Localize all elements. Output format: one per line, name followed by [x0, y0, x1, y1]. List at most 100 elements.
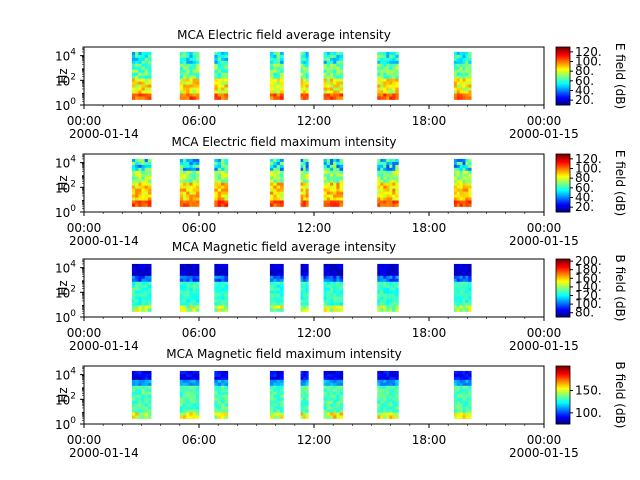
heatmap-cell	[389, 373, 393, 378]
heatmap-cell	[456, 290, 461, 295]
heatmap-cell	[305, 84, 309, 88]
heatmap-cell	[392, 409, 396, 413]
colorbar-swatch	[556, 63, 570, 65]
heatmap-cell	[192, 60, 197, 65]
heatmap-cell	[380, 66, 384, 71]
heatmap-cell	[389, 161, 393, 166]
heatmap-cell	[195, 158, 200, 163]
heatmap-cell	[192, 296, 197, 300]
heatmap-cell	[138, 269, 142, 274]
heatmap-cell	[135, 382, 139, 387]
heatmap-cell	[329, 373, 334, 378]
heatmap-cell	[179, 84, 184, 88]
heatmap-cell	[131, 308, 136, 312]
heatmap-cell	[392, 376, 396, 381]
colorbar-swatch	[556, 203, 570, 205]
colorbar-swatch	[556, 394, 570, 396]
heatmap-cell	[459, 87, 463, 91]
heatmap-cell	[221, 272, 225, 277]
heatmap-cell	[141, 54, 146, 59]
heatmap-cell	[192, 284, 197, 289]
heatmap-cell	[377, 54, 381, 59]
heatmap-cell	[377, 164, 381, 169]
heatmap-cell	[189, 173, 194, 178]
colorbar-swatch	[556, 76, 570, 79]
heatmap-cell	[276, 87, 281, 91]
heatmap-cell	[339, 275, 344, 280]
heatmap-cell	[465, 293, 469, 297]
heatmap-cell	[303, 275, 307, 280]
heatmap-cell	[465, 167, 469, 172]
spectrogram-block	[300, 158, 309, 207]
heatmap-cell	[214, 415, 219, 419]
heatmap-cell	[135, 305, 139, 309]
heatmap-cell	[221, 379, 225, 384]
heatmap-cell	[336, 406, 340, 410]
heatmap-cell	[339, 200, 344, 204]
colorbar-swatch	[556, 380, 570, 382]
heatmap-cell	[273, 164, 278, 169]
heatmap-cell	[141, 406, 146, 410]
heatmap-cell	[179, 203, 184, 207]
heatmap-cell	[217, 284, 222, 289]
heatmap-cell	[131, 66, 136, 71]
colorbar-swatch	[556, 297, 570, 300]
heatmap-cell	[377, 266, 381, 271]
heatmap-cell	[305, 302, 309, 306]
heatmap-cell	[326, 403, 331, 407]
heatmap-cell	[462, 290, 466, 295]
heatmap-cell	[273, 409, 278, 413]
colorbar-swatch	[556, 303, 570, 305]
heatmap-cell	[300, 179, 304, 184]
heatmap-cell	[339, 191, 344, 195]
heatmap-cell	[383, 69, 387, 74]
heatmap-cell	[468, 305, 472, 309]
heatmap-cell	[147, 63, 152, 68]
heatmap-cell	[392, 200, 396, 204]
heatmap-cell	[269, 299, 274, 303]
heatmap-cell	[147, 200, 152, 204]
heatmap-cell	[269, 57, 274, 62]
x-tick-label: 06:00	[182, 114, 217, 128]
colorbar-swatch	[556, 191, 570, 194]
heatmap-cell	[195, 391, 200, 396]
heatmap-cell	[147, 281, 152, 286]
heatmap-cell	[279, 284, 284, 289]
heatmap-cell	[131, 54, 136, 59]
heatmap-cell	[273, 84, 278, 88]
heatmap-cell	[303, 397, 307, 402]
heatmap-cell	[269, 370, 274, 375]
heatmap-cell	[195, 173, 200, 178]
heatmap-cell	[300, 266, 304, 271]
colorbar-swatch	[556, 206, 570, 208]
colorbar-swatch	[556, 313, 570, 315]
heatmap-cell	[326, 388, 331, 393]
heatmap-cell	[269, 406, 274, 410]
heatmap-cell	[183, 185, 187, 190]
heatmap-cell	[221, 182, 225, 187]
heatmap-cell	[179, 376, 184, 381]
heatmap-cell	[186, 391, 190, 396]
panel-title: MCA Magnetic field average intensity	[172, 240, 396, 254]
heatmap-cell	[224, 290, 229, 295]
heatmap-cell	[329, 376, 334, 381]
heatmap-cell	[273, 293, 278, 297]
heatmap-cell	[141, 379, 146, 384]
heatmap-cell	[339, 400, 344, 404]
colorbar: 20.40.60.80.100.120. E field (dB)	[555, 150, 627, 216]
heatmap-cell	[269, 412, 274, 416]
heatmap-cell	[221, 167, 225, 172]
heatmap-cell	[195, 197, 200, 201]
heatmap-cell	[276, 382, 281, 387]
heatmap-cell	[468, 161, 472, 166]
heatmap-cell	[392, 81, 396, 85]
heatmap-cell	[383, 296, 387, 300]
heatmap-cell	[465, 93, 469, 97]
heatmap-cell	[383, 182, 387, 187]
heatmap-cell	[459, 305, 463, 309]
heatmap-cell	[269, 287, 274, 292]
heatmap-cell	[389, 272, 393, 277]
heatmap-cell	[468, 185, 472, 190]
heatmap-cell	[389, 376, 393, 381]
heatmap-cell	[224, 78, 229, 83]
